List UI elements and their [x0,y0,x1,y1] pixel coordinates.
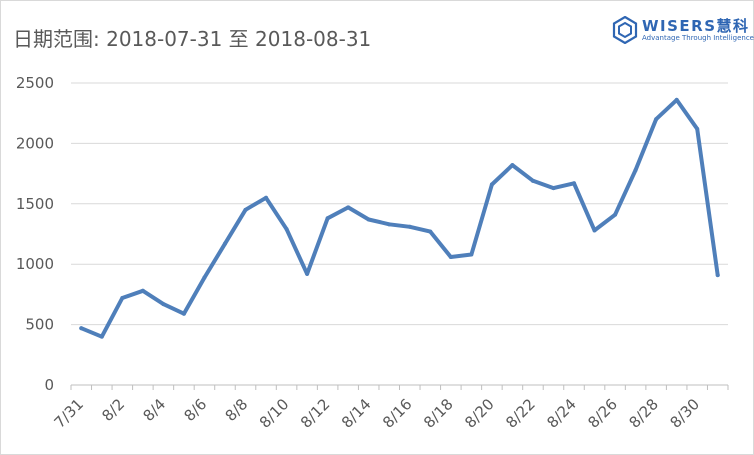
data-point [592,228,597,233]
x-tick-label: 8/2 [98,395,128,425]
x-tick-label: 8/10 [256,395,293,432]
y-axis-ticks: 0 500 1000 1500 2000 2500 [16,74,54,394]
data-point [79,326,84,331]
data-point [161,302,166,307]
data-point [715,273,720,278]
data-point [222,241,227,246]
data-point [654,117,659,122]
y-tick-label: 500 [25,316,54,334]
data-point [428,229,433,234]
chart-title: 日期范围: 2018-07-31 至 2018-08-31 [13,27,372,51]
brand-logo: WISERS慧科 Advantage Through Intelligence [612,15,754,45]
data-point [695,126,700,131]
data-point [120,296,125,301]
x-tick-label: 8/14 [338,395,375,432]
x-tick-label: 8/18 [420,395,457,432]
x-tick-label: 7/31 [51,395,88,432]
series-layer [79,97,720,339]
y-tick-label: 1000 [16,255,54,273]
data-point [572,181,577,186]
x-tick-label: 8/20 [461,395,498,432]
brand-tagline: Advantage Through Intelligence [642,34,754,42]
x-tick-label: 8/24 [543,395,580,432]
data-point [243,207,248,212]
brand-name: WISERS慧科 [642,17,750,35]
x-tick-label: 8/28 [625,395,662,432]
x-axis-ticks: 7/31 8/2 8/4 8/6 8/8 8/10 8/12 8/14 8/16 8/18 8/20… [51,395,703,432]
data-point [489,182,494,187]
x-axis [70,384,729,390]
data-point [140,288,145,293]
data-point [674,97,679,102]
x-tick-label: 8/4 [139,395,169,425]
data-point [407,224,412,229]
data-point [551,186,556,191]
gridlines [71,82,728,326]
x-tick-label: 8/16 [379,395,416,432]
data-point [181,311,186,316]
data-point [202,275,207,280]
x-tick-label: 8/6 [180,395,210,425]
data-point [325,216,330,221]
hexagon-logo-icon [612,16,638,44]
data-point [448,254,453,259]
x-tick-label: 8/30 [666,395,703,432]
data-point [346,205,351,210]
y-tick-label: 0 [44,376,54,394]
x-tick-label: 8/12 [297,395,334,432]
y-tick-label: 1500 [16,195,54,213]
data-point [284,227,289,232]
data-point [264,195,269,200]
data-point [510,163,515,168]
data-point [469,252,474,257]
y-tick-label: 2000 [16,134,54,152]
data-point [530,178,535,183]
x-tick-label: 8/26 [584,395,621,432]
x-tick-label: 8/22 [502,395,539,432]
series-line [79,97,720,339]
x-tick-label: 8/8 [222,395,252,425]
data-point [387,222,392,227]
data-point [613,212,618,217]
y-tick-label: 2500 [16,74,54,92]
data-point [366,217,371,222]
data-point [99,334,104,339]
data-point [305,271,310,276]
data-point [633,167,638,172]
